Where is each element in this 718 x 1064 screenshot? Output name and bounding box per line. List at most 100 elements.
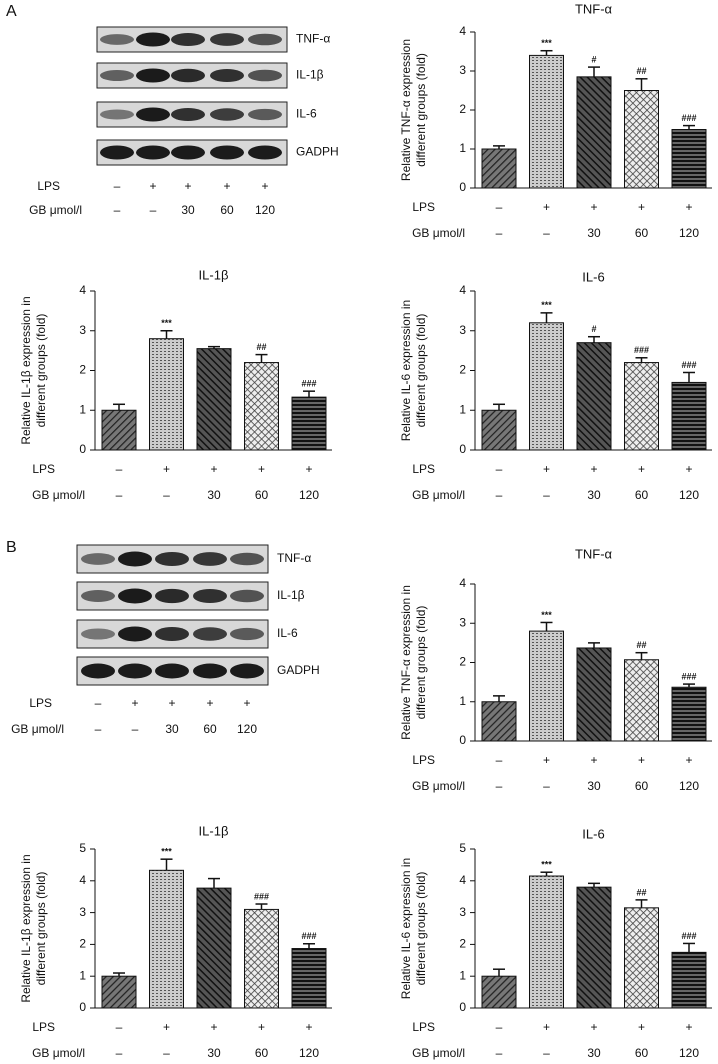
row-value: – bbox=[496, 1020, 503, 1034]
error-bar bbox=[683, 683, 695, 688]
bar bbox=[529, 322, 564, 451]
bar bbox=[529, 54, 564, 189]
row-value: + bbox=[685, 462, 692, 476]
significance: ### bbox=[254, 891, 269, 901]
row-value: 30 bbox=[207, 1046, 221, 1060]
bar bbox=[196, 348, 232, 451]
row-value: 60 bbox=[255, 488, 269, 502]
row-value: + bbox=[543, 200, 550, 214]
row-value: 60 bbox=[635, 779, 649, 793]
bar bbox=[671, 686, 707, 742]
y-tick-label: 3 bbox=[459, 63, 466, 77]
blot-band bbox=[248, 108, 282, 121]
blot-label: IL-6 bbox=[277, 626, 298, 640]
row-value: + bbox=[543, 462, 550, 476]
y-axis-label: different groups (fold) bbox=[414, 53, 428, 167]
row-value: + bbox=[261, 179, 268, 193]
row-value: 60 bbox=[635, 226, 649, 240]
significance: *** bbox=[541, 860, 552, 870]
significance: ### bbox=[681, 931, 696, 941]
error-bar bbox=[635, 357, 648, 363]
row-value: + bbox=[543, 753, 550, 767]
blot-band bbox=[81, 590, 115, 602]
row-value: + bbox=[305, 1020, 312, 1034]
error-bar bbox=[160, 858, 173, 871]
row-value: + bbox=[638, 753, 645, 767]
blot-band bbox=[155, 588, 189, 604]
row-label: GB μmol/l bbox=[412, 488, 465, 502]
y-tick-label: 4 bbox=[459, 576, 466, 590]
error-bar bbox=[540, 49, 553, 56]
row-label: GB μmol/l bbox=[412, 779, 465, 793]
y-tick-label: 1 bbox=[459, 141, 466, 155]
row-value: 120 bbox=[679, 779, 699, 793]
y-axis-label: different groups (fold) bbox=[414, 872, 428, 986]
row-value: 30 bbox=[181, 203, 195, 217]
blot-band bbox=[248, 69, 282, 82]
chart-title: IL-1β bbox=[199, 267, 229, 282]
row-value: + bbox=[638, 462, 645, 476]
significance: ### bbox=[301, 379, 316, 389]
bar bbox=[529, 630, 564, 742]
blot-band bbox=[118, 663, 152, 679]
row-label: GB μmol/l bbox=[32, 1046, 85, 1060]
bar bbox=[481, 975, 517, 1009]
error-bar bbox=[540, 621, 553, 632]
row-value: – bbox=[95, 696, 102, 710]
row-label: LPS bbox=[412, 200, 435, 214]
significance: ## bbox=[256, 342, 266, 352]
chart-title: TNF-α bbox=[575, 1, 613, 16]
blot-band bbox=[230, 552, 264, 566]
y-tick-label: 4 bbox=[459, 24, 466, 38]
row-label: LPS bbox=[37, 179, 60, 193]
row-value: + bbox=[543, 1020, 550, 1034]
row-value: + bbox=[305, 462, 312, 476]
row-value: – bbox=[116, 1020, 123, 1034]
y-tick-label: 3 bbox=[459, 323, 466, 337]
error-bar bbox=[588, 642, 600, 648]
blot-band bbox=[171, 68, 205, 83]
error-bar bbox=[588, 335, 600, 343]
error-bar bbox=[683, 371, 695, 383]
y-tick-label: 4 bbox=[459, 873, 466, 887]
row-value: + bbox=[149, 179, 156, 193]
y-tick-label: 4 bbox=[79, 283, 86, 297]
row-label: LPS bbox=[29, 696, 52, 710]
row-value: – bbox=[114, 203, 121, 217]
row-value: 60 bbox=[203, 722, 217, 736]
row-label: GB μmol/l bbox=[412, 226, 465, 240]
row-value: – bbox=[496, 779, 503, 793]
row-value: – bbox=[496, 1046, 503, 1060]
chart-title: TNF-α bbox=[575, 546, 613, 561]
error-bar bbox=[255, 353, 268, 363]
blot-band bbox=[193, 552, 227, 566]
row-label: LPS bbox=[412, 1020, 435, 1034]
y-tick-label: 1 bbox=[459, 402, 466, 416]
y-tick-label: 0 bbox=[459, 180, 466, 194]
y-tick-label: 0 bbox=[459, 733, 466, 747]
significance: ## bbox=[636, 66, 646, 76]
y-tick-label: 1 bbox=[79, 402, 86, 416]
significance: *** bbox=[161, 318, 172, 328]
row-value: + bbox=[590, 1020, 597, 1034]
blot-band bbox=[230, 589, 264, 603]
row-value: 60 bbox=[635, 488, 649, 502]
y-tick-label: 2 bbox=[459, 655, 466, 669]
y-tick-label: 3 bbox=[79, 323, 86, 337]
chart-title: IL-1β bbox=[199, 823, 229, 838]
blot-label: IL-1β bbox=[277, 588, 305, 602]
blot-band bbox=[248, 33, 282, 46]
y-axis-label: Relative IL-1β expression in bbox=[19, 854, 33, 1002]
y-axis-label: different groups (fold) bbox=[34, 314, 48, 428]
row-value: + bbox=[163, 1020, 170, 1034]
y-tick-label: 1 bbox=[459, 968, 466, 982]
bar bbox=[244, 908, 279, 1009]
blot-band bbox=[155, 663, 189, 679]
row-value: + bbox=[210, 462, 217, 476]
row-value: – bbox=[543, 226, 550, 240]
y-tick-label: 3 bbox=[79, 905, 86, 919]
blot-band bbox=[118, 551, 152, 567]
row-value: 120 bbox=[679, 1046, 699, 1060]
blot-band bbox=[81, 628, 115, 640]
